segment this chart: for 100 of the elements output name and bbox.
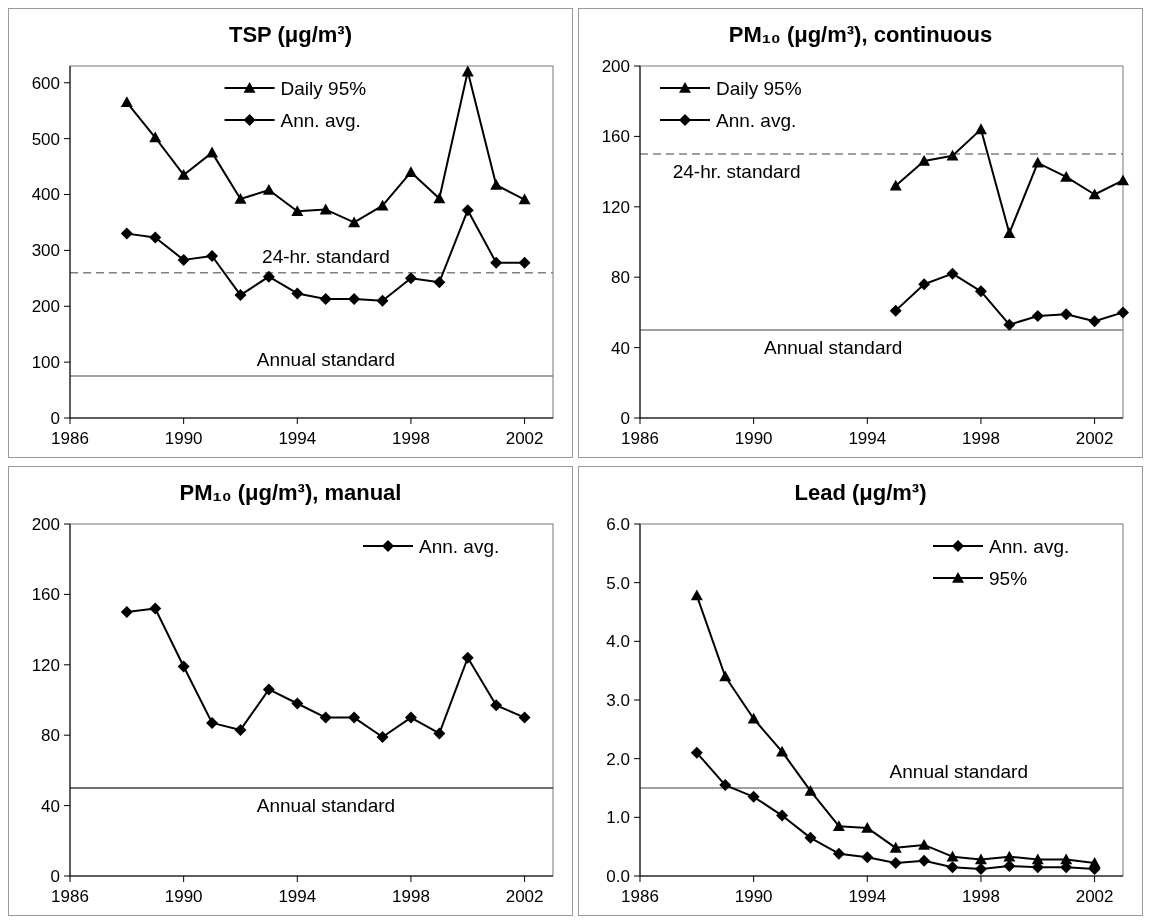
point <box>376 730 389 743</box>
x-tick-label: 1986 <box>51 429 89 448</box>
y-tick-label: 3.0 <box>606 690 630 710</box>
y-tick-label: 6.0 <box>606 514 630 534</box>
point <box>177 168 190 180</box>
x-tick-label: 1990 <box>734 429 773 448</box>
chart-title: Lead (μg/m³) <box>794 480 927 505</box>
point <box>804 831 817 844</box>
point <box>490 699 503 712</box>
legend-label: 95% <box>989 567 1028 589</box>
x-tick-label: 1990 <box>164 887 203 906</box>
point <box>490 256 503 269</box>
point <box>319 292 332 305</box>
point <box>719 670 732 682</box>
point <box>348 711 361 724</box>
x-tick-label: 2002 <box>505 429 544 448</box>
point <box>234 723 247 736</box>
y-tick-label: 2.0 <box>606 749 630 769</box>
x-tick-label: 1986 <box>51 887 89 906</box>
y-tick-label: 100 <box>31 353 60 373</box>
point <box>376 294 389 307</box>
y-tick-label: 120 <box>31 655 60 675</box>
y-tick-label: 80 <box>611 268 630 288</box>
point <box>1088 188 1101 200</box>
y-tick-label: 120 <box>601 197 630 217</box>
point <box>177 253 190 266</box>
point <box>1031 156 1044 168</box>
x-tick-label: 1998 <box>392 429 430 448</box>
y-tick-label: 200 <box>601 56 630 76</box>
point <box>690 589 703 601</box>
point <box>804 784 817 796</box>
point <box>1117 306 1129 319</box>
point <box>1088 857 1101 868</box>
y-tick-label: 0 <box>50 866 60 886</box>
x-tick-label: 1994 <box>278 429 317 448</box>
point <box>262 270 275 283</box>
point <box>433 727 446 740</box>
point <box>348 292 361 305</box>
ref-line-label: Annual standard <box>764 337 903 358</box>
point <box>1031 309 1044 322</box>
y-tick-label: 0 <box>50 408 60 428</box>
point <box>433 276 446 289</box>
point <box>348 216 361 228</box>
y-tick-label: 200 <box>31 514 60 534</box>
point <box>1003 850 1016 862</box>
x-tick-label: 1994 <box>848 887 887 906</box>
chart-title: PM₁₀ (μg/m³), continuous <box>728 22 993 47</box>
point <box>889 857 902 870</box>
point <box>1003 318 1016 331</box>
point <box>291 205 304 217</box>
point <box>974 853 987 865</box>
point <box>149 231 162 244</box>
point <box>404 711 417 724</box>
point <box>490 179 503 190</box>
point <box>319 711 332 724</box>
point <box>404 166 417 177</box>
point <box>776 809 789 822</box>
point <box>918 155 931 166</box>
point <box>149 602 162 615</box>
y-tick-label: 0 <box>620 408 630 428</box>
point <box>120 96 133 108</box>
y-tick-label: 40 <box>611 338 630 358</box>
legend-label: Ann. avg. <box>716 109 797 131</box>
point <box>974 123 987 135</box>
point <box>319 203 332 215</box>
point <box>120 227 133 240</box>
x-tick-label: 1990 <box>734 887 773 906</box>
point <box>1003 860 1016 873</box>
point <box>1060 170 1073 182</box>
point <box>149 131 162 143</box>
point <box>889 179 902 191</box>
x-tick-label: 1986 <box>621 887 659 906</box>
point <box>889 841 902 853</box>
y-tick-label: 1.0 <box>606 808 630 828</box>
x-tick-label: 1994 <box>278 887 317 906</box>
x-tick-label: 1998 <box>962 429 1000 448</box>
point <box>1003 227 1016 238</box>
legend-label: Ann. avg. <box>419 535 500 557</box>
point <box>518 711 531 724</box>
point <box>461 651 474 664</box>
x-tick-label: 2002 <box>1075 887 1114 906</box>
point <box>918 854 931 867</box>
x-tick-label: 1990 <box>164 429 203 448</box>
legend-label: Ann. avg. <box>989 535 1070 557</box>
y-tick-label: 160 <box>601 127 630 147</box>
y-tick-label: 80 <box>41 726 60 746</box>
y-tick-label: 200 <box>31 297 60 317</box>
point <box>776 745 789 757</box>
point <box>832 820 845 831</box>
point <box>974 285 987 298</box>
point <box>889 304 902 317</box>
point <box>461 204 474 217</box>
point <box>262 184 275 195</box>
point <box>747 712 760 724</box>
point <box>719 779 732 792</box>
point <box>861 821 874 833</box>
point <box>861 851 874 864</box>
point <box>518 256 531 269</box>
y-tick-label: 40 <box>41 796 60 816</box>
y-tick-label: 160 <box>31 585 60 605</box>
